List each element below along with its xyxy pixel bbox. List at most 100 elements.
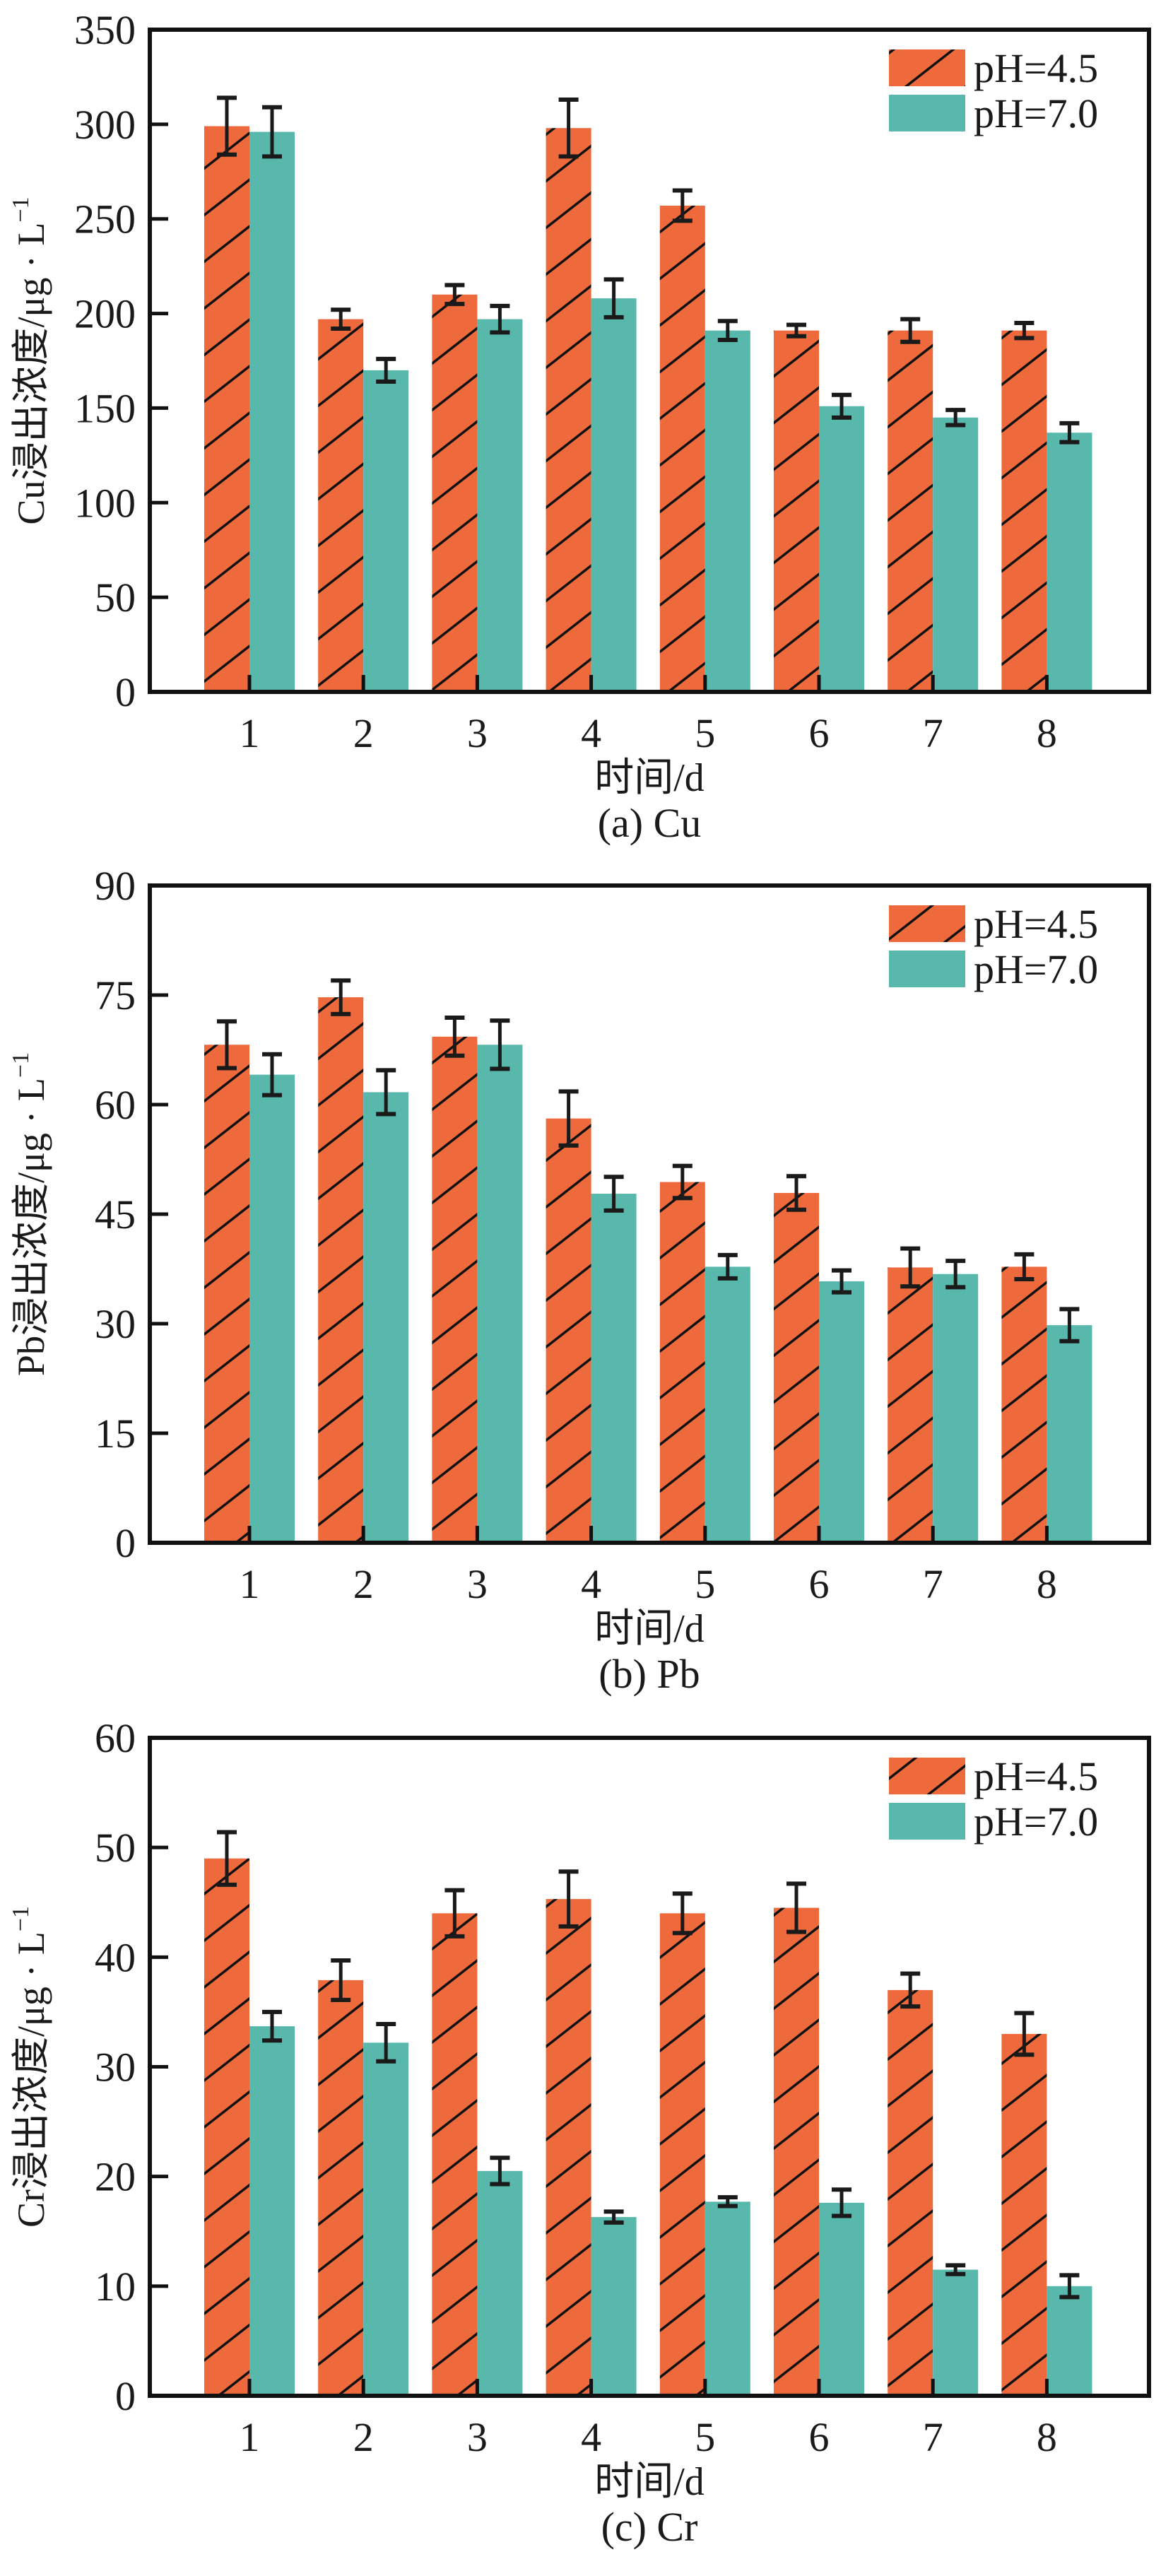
- panel-caption: (a) Cu: [598, 800, 702, 846]
- bar-ph70: [819, 2202, 864, 2396]
- bar-ph45: [546, 128, 591, 692]
- error-bar: [945, 2263, 966, 2276]
- error-bar: [376, 2021, 396, 2064]
- bar-ph70: [591, 1194, 637, 1543]
- x-tick-label: 6: [809, 710, 830, 756]
- bar-ph45: [546, 1899, 591, 2396]
- error-bar: [444, 1016, 465, 1058]
- panel-cr: 0 10 20 30 40 50 60 1 2 3 4 5 6 7 8 pH=4.5 pH=7.0 Cr浸…: [8, 1715, 1151, 2550]
- x-tick-label: 5: [695, 710, 715, 756]
- error-bar: [672, 188, 693, 223]
- error-bar: [558, 1089, 579, 1148]
- error-bar: [490, 303, 510, 335]
- error-bar: [1014, 1252, 1035, 1281]
- bar-ph45: [318, 1980, 364, 2396]
- error-bar: [1014, 2011, 1035, 2057]
- bar-ph45: [432, 1913, 478, 2396]
- bar-ph70: [249, 131, 295, 692]
- x-axis-title: 时间/d: [594, 1607, 705, 1651]
- error-bar: [603, 1175, 624, 1213]
- error-bar: [945, 1259, 966, 1290]
- error-bars-group: [217, 95, 1080, 445]
- error-bars-group: [217, 1830, 1080, 2300]
- y-tick-label: 60: [95, 1715, 136, 1761]
- y-tick-label: 10: [95, 2264, 136, 2310]
- error-bar: [832, 1268, 851, 1295]
- legend-swatch-ph45: [889, 905, 965, 942]
- bar-ph70: [591, 298, 637, 692]
- y-axis-title: Cr浸出浓度/μg · L−1: [8, 1906, 52, 2228]
- x-tick-label: 5: [695, 2414, 715, 2460]
- x-tick-label: 1: [240, 710, 260, 756]
- panel-caption: (c) Cr: [601, 2504, 698, 2550]
- bar-ph45: [1001, 330, 1047, 692]
- x-tick-label: 4: [581, 710, 601, 756]
- x-tick-label: 8: [1037, 1561, 1057, 1607]
- axes-group: [148, 28, 1151, 694]
- x-tick-label: 3: [467, 710, 488, 756]
- error-bar: [558, 1869, 579, 1929]
- y-axis-title-main: Cr浸出浓度/μg · L: [10, 1931, 52, 2228]
- legend-label-ph45: pH=4.5: [974, 901, 1098, 947]
- y-tick-label: 0: [115, 2373, 136, 2419]
- y-tick-label: 15: [95, 1411, 136, 1457]
- x-tick-label: 6: [809, 2414, 830, 2460]
- error-bar: [217, 1019, 237, 1071]
- bar-ph45: [774, 330, 819, 692]
- y-ticks-group: 0 50 100 150 200 250 300 350: [74, 7, 168, 715]
- error-bar: [262, 2009, 282, 2043]
- panel-cu: 0 50 100 150 200 250 300 350 1 2 3 4 5 6 7 8 pH=4.5 pH…: [8, 7, 1151, 846]
- bar-ph45: [546, 1118, 591, 1543]
- error-bar: [603, 277, 624, 319]
- bar-ph70: [933, 417, 979, 692]
- bar-ph70: [477, 2170, 523, 2396]
- y-tick-label: 30: [95, 1301, 136, 1347]
- error-bar: [832, 392, 851, 420]
- y-tick-label: 250: [74, 196, 136, 242]
- x-axis-title: 时间/d: [594, 756, 705, 800]
- x-ticks-group: 1 2 3 4 5 6 7 8: [240, 675, 1057, 756]
- error-bar: [444, 283, 465, 307]
- error-bar: [786, 1881, 806, 1934]
- y-tick-label: 50: [95, 1825, 136, 1871]
- error-bar: [672, 1891, 693, 1936]
- legend-swatch-ph70: [889, 951, 965, 987]
- legend-swatch-ph45: [889, 1758, 965, 1794]
- plot-frame: [148, 28, 1151, 694]
- error-bar: [717, 2195, 738, 2209]
- error-bar: [900, 1971, 921, 2009]
- bar-ph70: [477, 1045, 523, 1543]
- bar-ph45: [432, 1036, 478, 1543]
- bar-ph70: [933, 1274, 979, 1543]
- bar-ph70: [363, 1092, 409, 1543]
- bars-group: [204, 997, 1092, 1543]
- y-ticks-group: 0 10 20 30 40 50 60: [95, 1715, 168, 2419]
- y-tick-label: 350: [74, 7, 136, 53]
- x-tick-label: 7: [923, 2414, 943, 2460]
- bar-ph45: [432, 294, 478, 692]
- bar-ph45: [1001, 2033, 1047, 2396]
- bar-ph45: [774, 1193, 819, 1543]
- legend: pH=4.5 pH=7.0: [889, 901, 1098, 992]
- legend-label-ph45: pH=4.5: [974, 1753, 1098, 1799]
- x-tick-label: 4: [581, 2414, 601, 2460]
- bar-ph70: [249, 1074, 295, 1543]
- y-tick-label: 90: [95, 863, 136, 909]
- bar-ph45: [204, 126, 249, 692]
- error-bar: [490, 2156, 510, 2187]
- bar-ph70: [1047, 433, 1092, 692]
- error-bar: [376, 356, 396, 384]
- bar-ph45: [888, 1989, 933, 2396]
- bar-ph70: [591, 2217, 637, 2396]
- error-bar: [832, 2187, 851, 2218]
- x-ticks-group: 1 2 3 4 5 6 7 8: [240, 1526, 1057, 1607]
- error-bar: [786, 322, 806, 339]
- y-tick-label: 75: [95, 972, 136, 1018]
- y-tick-label: 300: [74, 102, 136, 148]
- y-ticks-group: 0 15 30 45 60 75 90: [95, 863, 168, 1566]
- error-bar: [331, 978, 351, 1016]
- y-tick-label: 60: [95, 1082, 136, 1128]
- error-bar: [672, 1163, 693, 1201]
- y-tick-label: 0: [115, 669, 136, 715]
- x-tick-label: 4: [581, 1561, 601, 1607]
